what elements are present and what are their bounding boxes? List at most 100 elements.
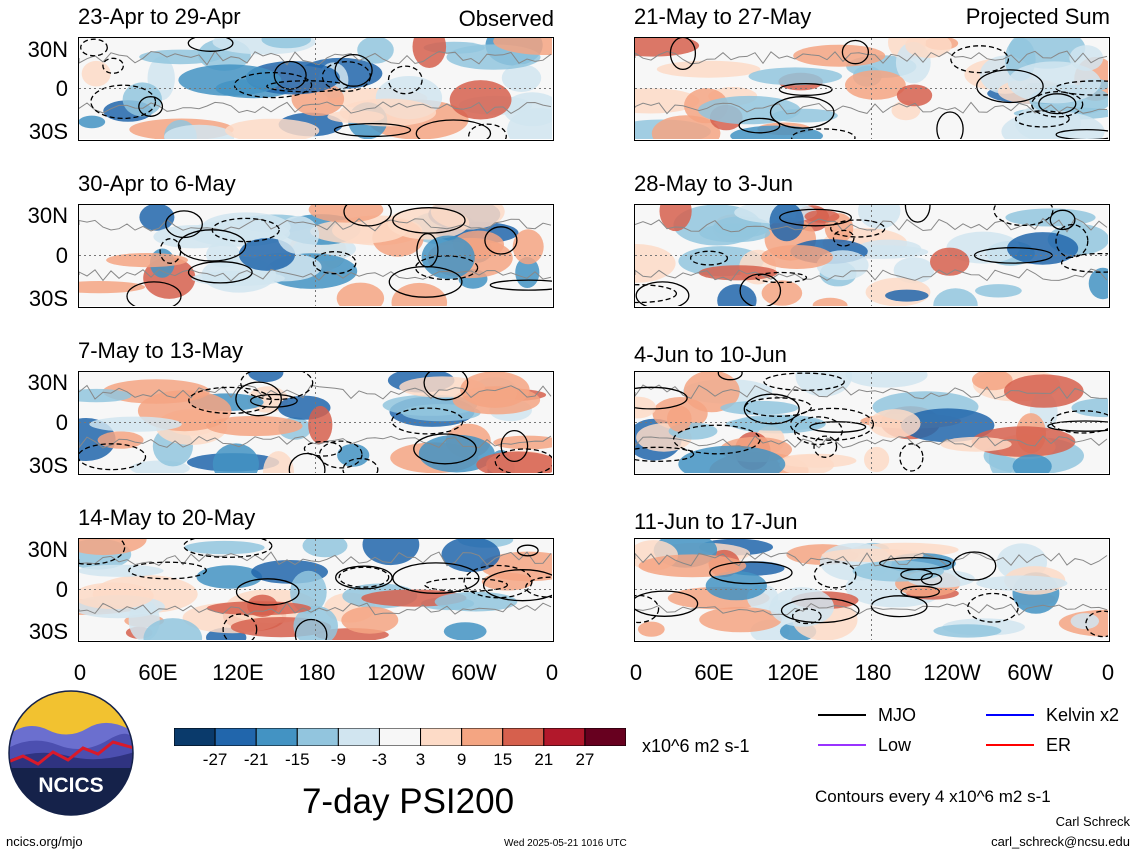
coastline bbox=[635, 217, 1108, 233]
contour-line bbox=[334, 53, 373, 87]
contour-line bbox=[494, 448, 552, 473]
y-tick-30s: 30S bbox=[28, 119, 68, 144]
shading-blob bbox=[512, 229, 544, 265]
shading-blob bbox=[153, 225, 236, 249]
legend-line-er bbox=[986, 744, 1034, 746]
shading-blob bbox=[79, 388, 132, 403]
colorbar-tick-label: -3 bbox=[371, 750, 388, 769]
colorbar-tick-label: -27 bbox=[202, 750, 228, 769]
shading-blob bbox=[730, 125, 823, 139]
coastline bbox=[635, 435, 1108, 449]
contour-line bbox=[222, 613, 258, 640]
shading-blob bbox=[760, 245, 833, 269]
coastline bbox=[635, 384, 1108, 400]
contour-line bbox=[778, 83, 833, 96]
contour-line bbox=[318, 440, 363, 469]
contour-line bbox=[240, 372, 314, 401]
contour-line bbox=[1060, 252, 1108, 273]
contour-line bbox=[288, 452, 326, 473]
shading-blob bbox=[683, 372, 740, 413]
shading-blob bbox=[476, 451, 552, 473]
contour-line bbox=[1038, 93, 1077, 115]
contour-line bbox=[338, 566, 390, 588]
shading-blob bbox=[178, 64, 282, 96]
colorbar-tick-label: 3 bbox=[415, 750, 426, 769]
x-tick-0: 0 bbox=[73, 660, 87, 685]
contour-line bbox=[1031, 91, 1084, 118]
contour-line bbox=[769, 96, 835, 129]
map-panel-observed-2 bbox=[78, 204, 554, 308]
panel-title-right-4: 11-Jun to 17-Jun bbox=[634, 509, 798, 534]
contour-line bbox=[303, 440, 343, 457]
coastline bbox=[635, 50, 1108, 65]
x-tick-60e: 60E bbox=[138, 660, 178, 685]
contour-line bbox=[500, 429, 529, 463]
shading-blob bbox=[864, 446, 890, 473]
shading-blob bbox=[659, 205, 692, 232]
y-tick-30n: 30N bbox=[27, 37, 68, 62]
shading-blob bbox=[717, 284, 757, 306]
panel-title-left-4: 14-May to 20-May bbox=[78, 505, 256, 530]
legend-label-er: ER bbox=[1046, 735, 1072, 755]
shading-blob bbox=[421, 235, 475, 280]
shading-blob bbox=[327, 110, 385, 124]
contour-line bbox=[789, 407, 875, 441]
shading-blob bbox=[656, 60, 761, 78]
legend-label-mjo: MJO bbox=[878, 705, 916, 725]
coastline bbox=[635, 602, 1108, 616]
shading-blob bbox=[856, 239, 922, 258]
shading-blob bbox=[896, 84, 933, 107]
shading-blob bbox=[449, 80, 512, 120]
contour-line bbox=[312, 251, 357, 275]
contour-line bbox=[391, 407, 464, 435]
y-tick-30s: 30S bbox=[28, 619, 68, 644]
coastline bbox=[635, 551, 1108, 567]
coastline bbox=[79, 268, 552, 282]
map-panel-observed-3 bbox=[78, 371, 554, 475]
shading-blob bbox=[779, 454, 835, 473]
shading-blob bbox=[930, 247, 970, 276]
contour-line bbox=[165, 210, 203, 239]
shading-blob bbox=[310, 219, 407, 244]
shading-blob bbox=[164, 124, 235, 139]
colorbar-swatch bbox=[502, 727, 545, 747]
y-tick-30s: 30S bbox=[28, 453, 68, 478]
coastline bbox=[79, 218, 552, 232]
shading-blob bbox=[481, 572, 533, 591]
contour-line bbox=[128, 561, 207, 580]
shading-blob bbox=[1007, 61, 1101, 104]
shading-blob bbox=[79, 564, 164, 577]
coastline bbox=[635, 101, 1108, 115]
contour-line bbox=[669, 38, 697, 71]
shading-blob bbox=[238, 238, 296, 271]
colorbar-swatch bbox=[337, 727, 380, 747]
map-panel-projected-4 bbox=[634, 538, 1110, 642]
contour-line bbox=[489, 279, 552, 291]
y-tick-30n: 30N bbox=[27, 203, 68, 228]
contour-line bbox=[793, 416, 843, 446]
contour-line bbox=[832, 229, 855, 247]
y-tick-30n: 30N bbox=[27, 370, 68, 395]
contour-line bbox=[763, 372, 845, 391]
contour-line bbox=[672, 424, 761, 455]
contour-line bbox=[635, 281, 690, 306]
contour-line bbox=[936, 111, 964, 139]
shading-blob bbox=[705, 571, 767, 601]
footer-author: Carl Schreck bbox=[1055, 814, 1130, 829]
colorbar-swatch bbox=[255, 727, 298, 747]
shading-blob bbox=[699, 223, 771, 243]
x-tick-60w: 60W bbox=[451, 660, 497, 685]
contour-line bbox=[791, 608, 822, 625]
contour-line bbox=[717, 372, 743, 381]
contour-line bbox=[879, 556, 952, 570]
contour-line bbox=[900, 585, 940, 598]
contour-line bbox=[388, 265, 463, 298]
shading-blob bbox=[635, 38, 700, 57]
contour-line bbox=[779, 208, 852, 227]
x-tick-120w: 120W bbox=[923, 660, 981, 685]
shading-blob bbox=[635, 88, 700, 114]
shading-blob bbox=[79, 115, 106, 129]
contour-line bbox=[273, 60, 307, 90]
contour-line bbox=[414, 255, 479, 281]
map-panel-observed-4 bbox=[78, 538, 554, 642]
